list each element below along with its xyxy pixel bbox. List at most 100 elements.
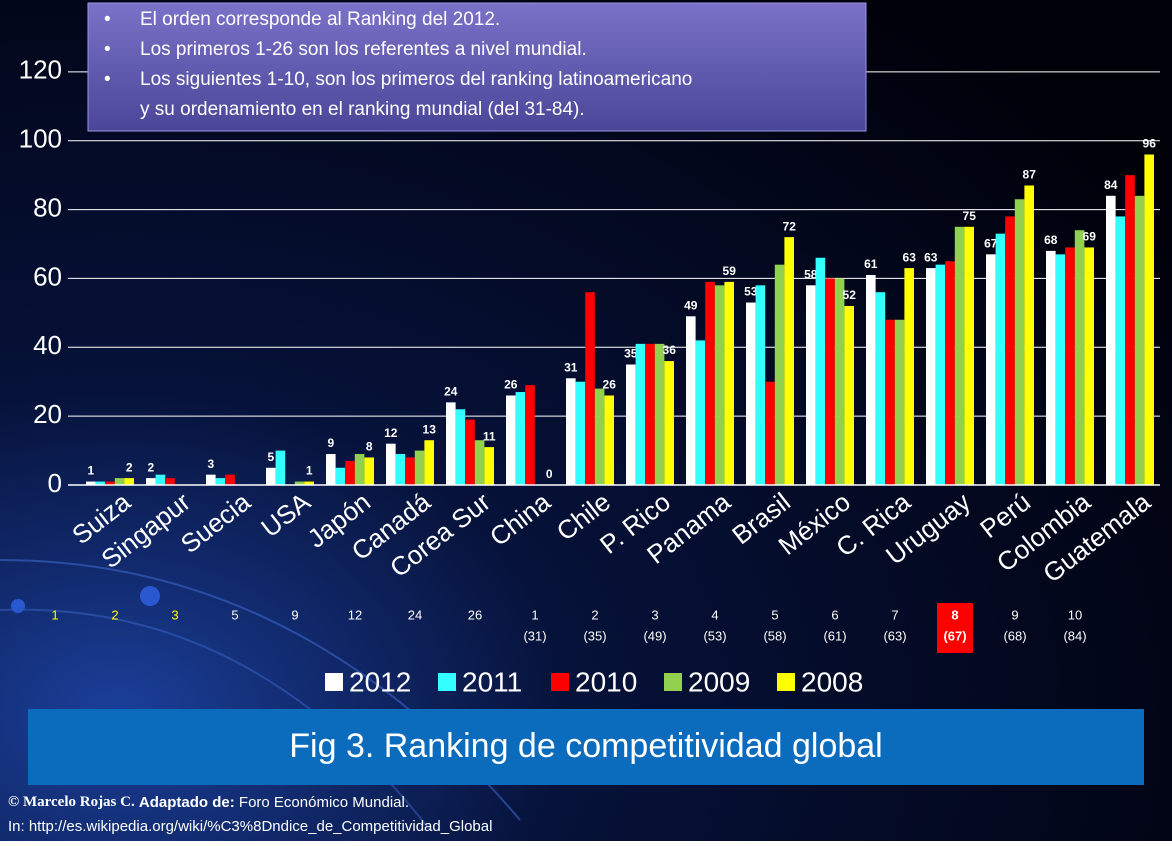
- bar: [645, 343, 655, 485]
- bar: [1014, 199, 1025, 485]
- bar: [354, 454, 365, 485]
- world-rank-label: (49): [643, 628, 666, 643]
- rank-label: 2: [111, 607, 118, 622]
- rank-label: 24: [408, 607, 422, 622]
- legend-label: 2010: [575, 666, 637, 697]
- bar: [626, 364, 636, 485]
- y-tick-label: 100: [19, 124, 62, 154]
- bar: [664, 361, 674, 485]
- rank-label: 3: [171, 607, 178, 622]
- bar: [844, 305, 854, 485]
- legend-swatch: [438, 673, 456, 691]
- world-rank-label: (31): [523, 628, 546, 643]
- rank-label: 12: [348, 607, 362, 622]
- value-label: 2: [147, 460, 154, 474]
- value-label: 5: [267, 450, 274, 464]
- bar: [414, 450, 425, 485]
- value-label: 69: [1083, 230, 1097, 244]
- bar: [714, 285, 725, 485]
- value-label: 9: [327, 436, 334, 450]
- bar: [124, 478, 134, 485]
- world-rank-label: (67): [943, 628, 966, 643]
- bar: [294, 481, 305, 485]
- rank-label: 4: [711, 607, 718, 622]
- bar: [604, 395, 614, 485]
- bar: [1055, 254, 1066, 485]
- value-label: 52: [843, 288, 857, 302]
- bar: [86, 481, 96, 485]
- bar: [364, 457, 374, 485]
- bar: [405, 457, 415, 485]
- value-label: 59: [723, 264, 737, 278]
- bar: [885, 319, 895, 485]
- bar: [964, 226, 974, 486]
- y-tick-label: 0: [48, 468, 62, 498]
- bar: [345, 460, 355, 485]
- bar: [1144, 154, 1154, 485]
- bar: [95, 481, 106, 485]
- bullet: •: [104, 9, 111, 30]
- rank-label: 2: [591, 607, 598, 622]
- bar: [834, 278, 845, 485]
- bar: [424, 440, 434, 485]
- bullet: •: [104, 39, 111, 60]
- legend-swatch: [551, 673, 569, 691]
- world-rank-label: (68): [1003, 628, 1026, 643]
- bar: [746, 302, 756, 485]
- bar: [654, 343, 665, 485]
- bar: [386, 443, 396, 485]
- bar: [1125, 175, 1135, 485]
- value-label: 31: [564, 360, 578, 374]
- rank-label: 7: [891, 607, 898, 622]
- value-label: 75: [963, 209, 977, 223]
- legend-label: 2012: [349, 666, 411, 697]
- bar: [275, 450, 286, 485]
- bar: [935, 264, 946, 485]
- rank-highlight: [937, 603, 973, 653]
- value-label: 67: [984, 237, 998, 251]
- bar: [1106, 195, 1116, 486]
- y-tick-label: 20: [33, 399, 62, 429]
- value-label: 96: [1143, 137, 1157, 151]
- rank-label: 5: [771, 607, 778, 622]
- value-label: 13: [423, 422, 437, 436]
- value-label: 49: [684, 298, 698, 312]
- bar: [446, 402, 456, 485]
- credit-source: Foro Económico Mundial.: [239, 794, 409, 811]
- y-tick-label: 40: [33, 330, 62, 360]
- bar: [695, 340, 706, 485]
- value-label: 26: [504, 378, 518, 392]
- credit-label: Adaptado de:: [139, 794, 235, 811]
- bar: [1084, 247, 1094, 485]
- value-label: 36: [663, 343, 677, 357]
- value-label: 12: [384, 426, 398, 440]
- bar: [954, 226, 965, 486]
- world-rank-label: (61): [823, 628, 846, 643]
- bar: [304, 481, 314, 485]
- bar: [326, 454, 336, 485]
- bar: [904, 268, 914, 485]
- bar: [215, 478, 226, 485]
- bar: [484, 447, 494, 485]
- value-label: 24: [444, 385, 458, 399]
- rank-label: 9: [291, 607, 298, 622]
- value-label: 72: [783, 219, 797, 233]
- note: El orden corresponde al Ranking del 2012…: [140, 9, 500, 30]
- value-label: 58: [804, 267, 818, 281]
- value-label: 11: [483, 429, 496, 443]
- bar: [686, 316, 696, 485]
- bar: [114, 478, 125, 485]
- credit: © Marcelo Rojas C. Adaptado de: Foro Eco…: [8, 794, 409, 811]
- rank-label: 8: [951, 607, 958, 622]
- bar: [825, 278, 835, 485]
- bar: [1046, 250, 1056, 485]
- value-label: 84: [1104, 178, 1118, 192]
- bar: [1065, 247, 1075, 485]
- bar: [566, 378, 576, 485]
- bar: [986, 254, 996, 485]
- value-label: 2: [126, 460, 133, 474]
- bar: [765, 381, 775, 485]
- rank-label: 3: [651, 607, 658, 622]
- bar: [995, 233, 1006, 485]
- bar: [266, 467, 276, 485]
